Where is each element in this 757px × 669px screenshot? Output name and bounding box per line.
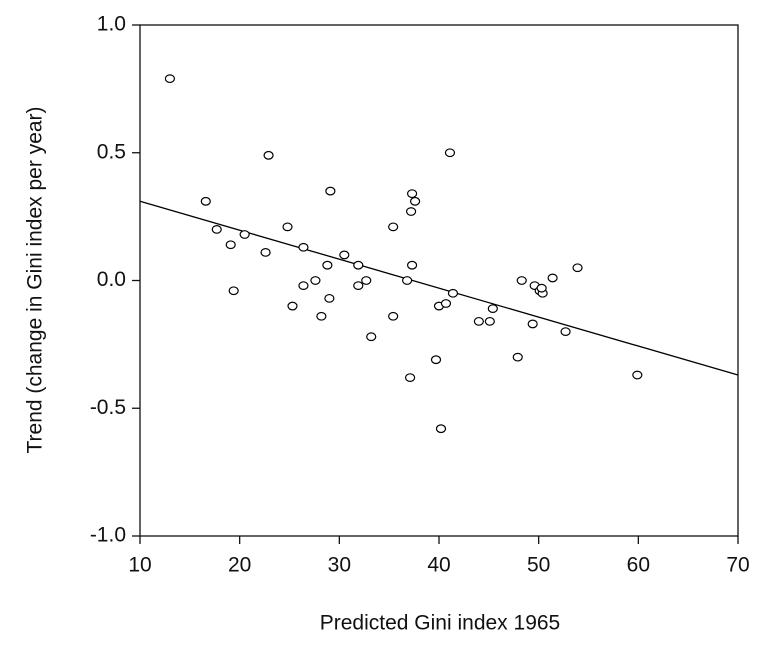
data-point: [322, 260, 333, 270]
x-tick-label: 20: [228, 554, 251, 577]
data-point: [440, 299, 452, 308]
data-point: [239, 230, 250, 239]
data-point: [444, 148, 456, 158]
data-point: [536, 283, 547, 293]
data-point: [287, 301, 298, 311]
data-point: [325, 186, 336, 196]
y-tick-label: 0.0: [97, 268, 126, 291]
data-point: [353, 281, 364, 291]
data-point: [164, 74, 175, 84]
data-point: [298, 242, 309, 252]
data-point: [361, 276, 372, 285]
x-tick-label: 10: [128, 554, 151, 577]
data-point: [366, 332, 377, 342]
plot-frame: [139, 24, 739, 537]
data-point: [339, 250, 350, 260]
x-tick-label: 50: [527, 554, 550, 577]
data-point: [388, 311, 399, 321]
data-point: [353, 260, 364, 270]
data-point: [547, 273, 558, 283]
data-point: [430, 355, 442, 365]
y-tick-label: 0.5: [97, 140, 126, 163]
y-tick-label: 1.0: [97, 13, 126, 36]
data-point: [516, 276, 527, 285]
data-point: [406, 260, 418, 270]
data-point: [228, 286, 239, 296]
x-tick-label: 60: [627, 554, 650, 577]
data-point: [409, 196, 421, 206]
y-tick-label: -1.0: [90, 524, 126, 547]
x-tick-label: 30: [328, 554, 351, 577]
data-point: [484, 316, 495, 326]
data-point: [632, 370, 643, 380]
data-point: [388, 222, 399, 232]
data-point: [435, 424, 447, 434]
y-tick-label: -0.5: [90, 396, 126, 419]
data-point: [447, 288, 459, 298]
data-point: [282, 222, 293, 232]
data-point: [405, 207, 417, 216]
data-point: [316, 311, 327, 321]
data-point: [324, 293, 335, 303]
data-point: [200, 196, 211, 206]
data-point: [487, 304, 498, 314]
y-axis-label: Trend (change in Gini index per year): [24, 106, 47, 453]
data-point: [473, 316, 484, 326]
data-point: [402, 276, 413, 285]
x-tick-label: 40: [427, 554, 450, 577]
data-point: [406, 189, 418, 199]
fit-line: [139, 200, 739, 376]
x-axis-label: Predicted Gini index 1965: [320, 612, 561, 635]
x-tick-label: 70: [726, 554, 749, 577]
data-point: [560, 327, 571, 337]
data-point: [512, 352, 523, 362]
data-point: [211, 224, 222, 234]
data-point: [260, 247, 271, 257]
data-point: [263, 150, 274, 160]
data-point: [527, 319, 538, 329]
data-point: [310, 276, 321, 285]
data-point: [572, 263, 583, 273]
data-point: [404, 373, 416, 382]
data-point: [225, 240, 236, 250]
data-point: [298, 281, 309, 291]
